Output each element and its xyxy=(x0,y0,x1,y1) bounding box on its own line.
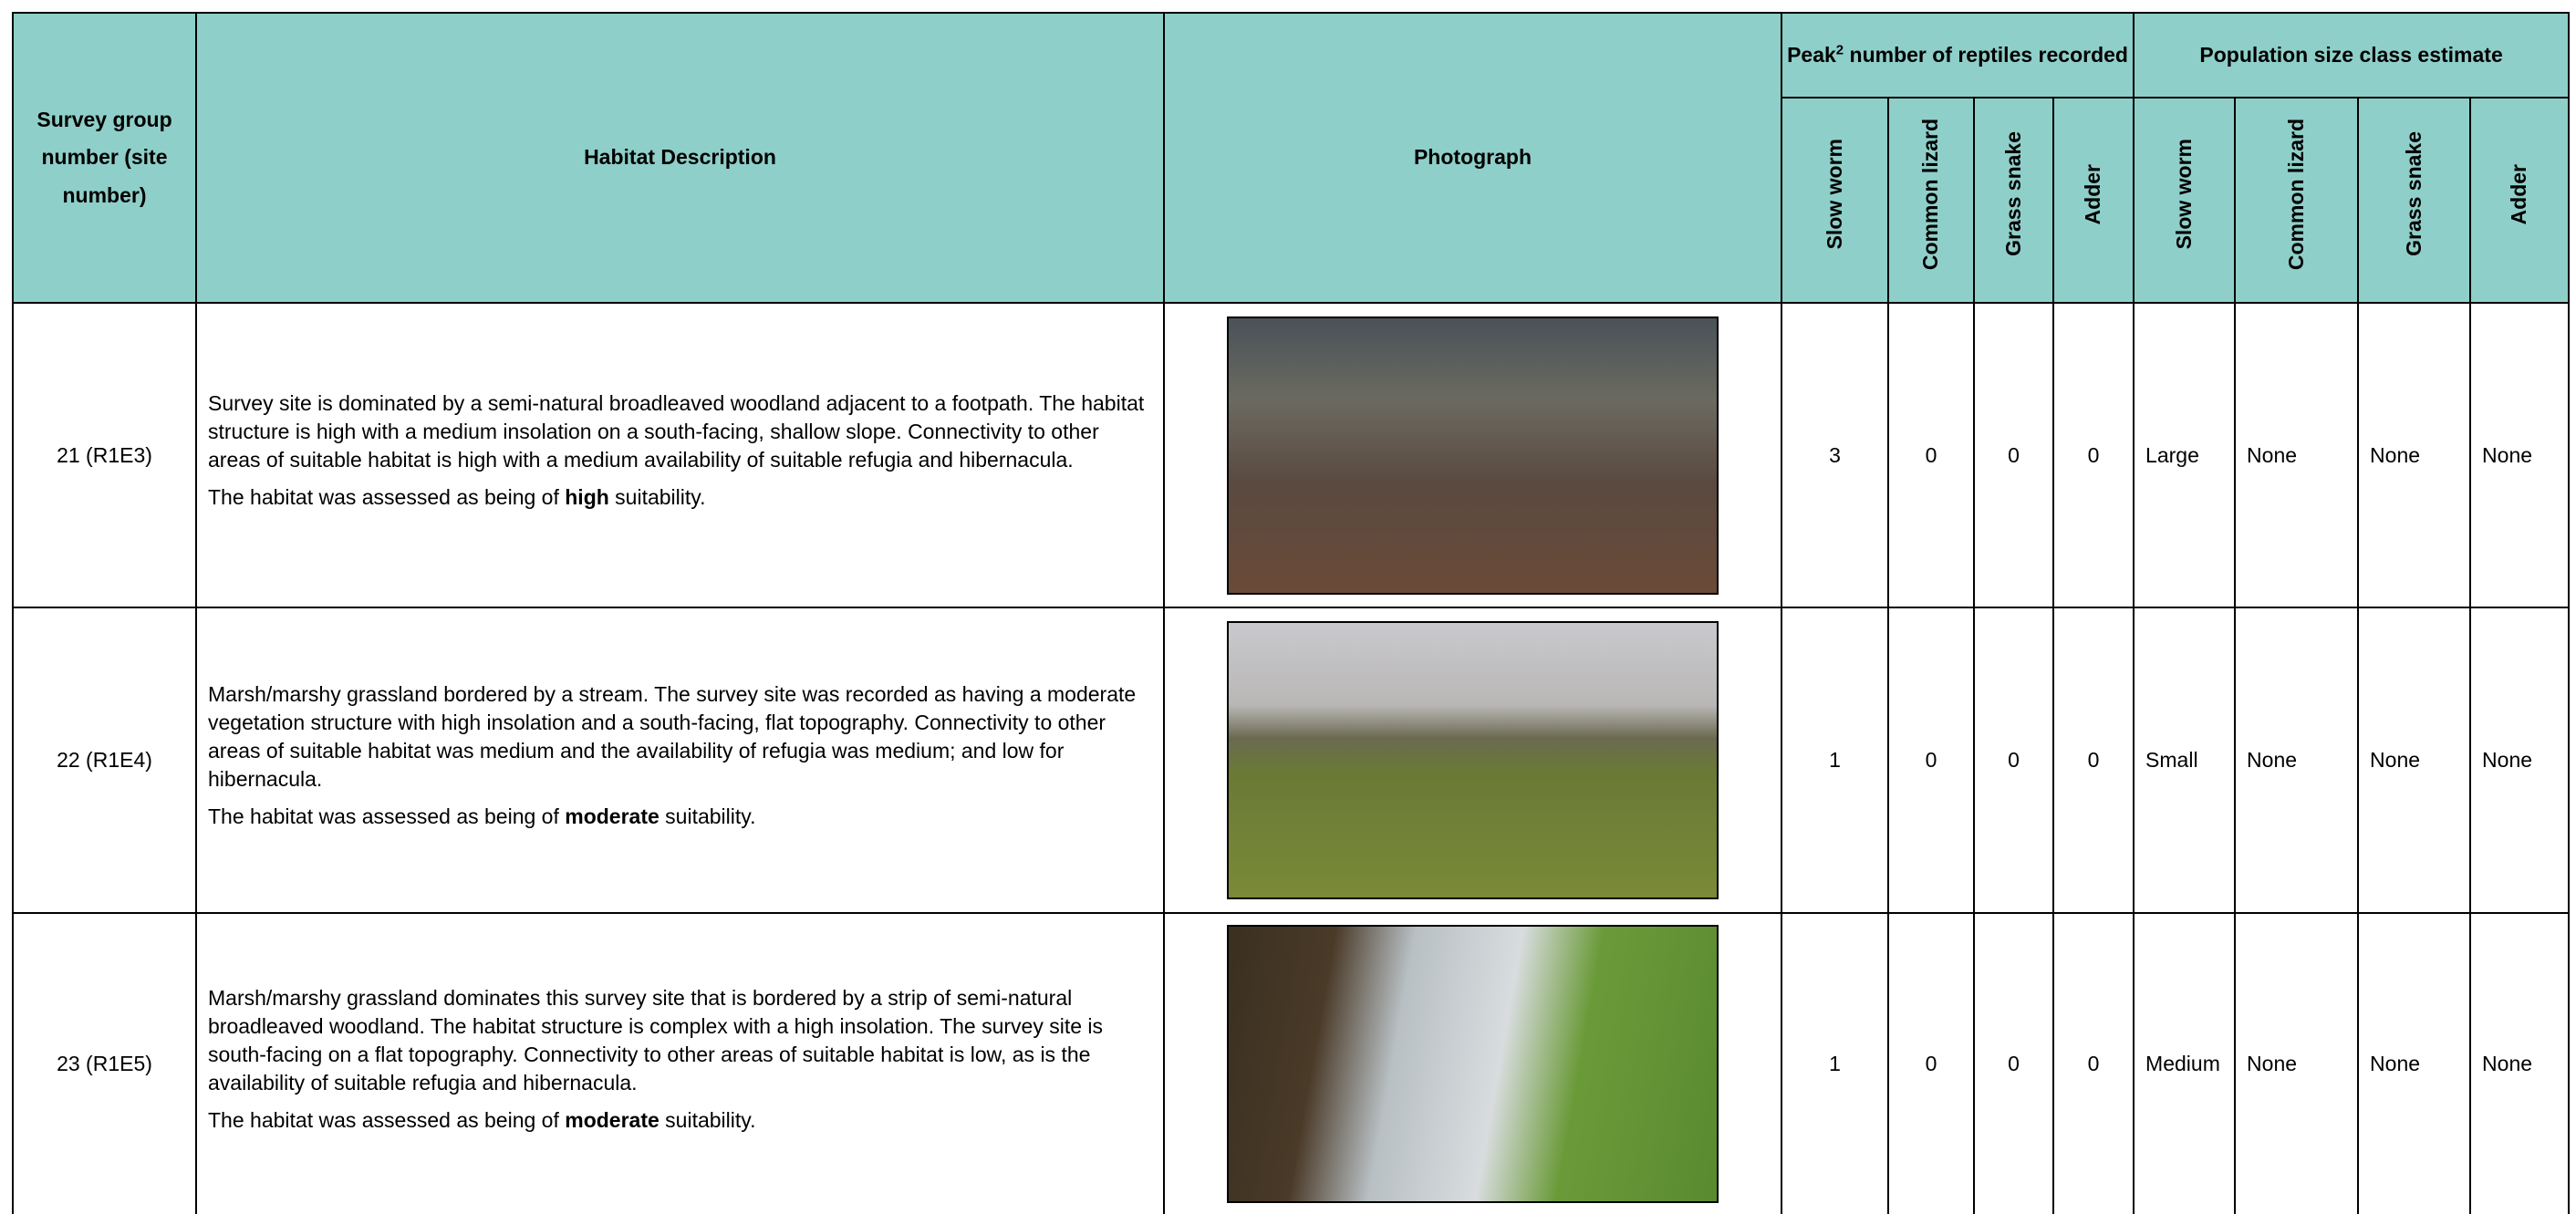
population-class: Large xyxy=(2133,302,2237,608)
header-cell: Adder xyxy=(2051,97,2135,304)
population-class: None xyxy=(2469,302,2571,608)
assessment-text: The habitat was assessed as being of xyxy=(208,804,566,829)
species-header: Adder xyxy=(2507,163,2531,225)
population-class: Small xyxy=(2133,607,2237,914)
peak-count: 0 xyxy=(1973,607,2054,914)
peak-count: 0 xyxy=(2051,912,2135,1214)
assessment-text: The habitat was assessed as being of xyxy=(208,485,566,510)
peak-count: 0 xyxy=(2051,607,2135,914)
header-cell: Adder xyxy=(2469,97,2571,304)
peak-count: 0 xyxy=(1973,302,2054,608)
description: Survey site is dominated by a semi-natur… xyxy=(208,390,1145,472)
species-header: Grass snake xyxy=(2000,131,2025,257)
species-header: Grass snake xyxy=(2401,131,2425,257)
table-row: 23 (R1E5) Marsh/marshy grassland dominate… xyxy=(12,912,2571,1214)
peak-count: 0 xyxy=(1973,912,2054,1214)
assessment-emphasis: high xyxy=(565,485,609,510)
population-class: Medium xyxy=(2133,912,2237,1214)
header-cell: Slow worm xyxy=(1781,97,1889,304)
header-cell: Population size class estimate xyxy=(2133,12,2571,99)
assessment: The habitat was assessed as being of mod… xyxy=(208,1106,1152,1135)
header-cell: Common lizard xyxy=(2234,97,2360,304)
population-class: None xyxy=(2234,302,2360,608)
population-class: None xyxy=(2234,912,2360,1214)
habitat-table: Survey group number (site number) Habita… xyxy=(12,12,2571,1214)
peak-count: 3 xyxy=(1781,302,1889,608)
table-row: 21 (R1E3) Survey site is dominated by a s… xyxy=(12,302,2571,608)
header-cell: Grass snake xyxy=(2357,97,2472,304)
population-class: None xyxy=(2357,302,2472,608)
species-header: Common lizard xyxy=(2283,118,2308,270)
photo xyxy=(1227,621,1719,899)
species-header: Slow worm xyxy=(1822,139,1846,250)
photo xyxy=(1227,925,1719,1203)
table-row: 22 (R1E4) Marsh/marshy grassland bordered… xyxy=(12,607,2571,914)
assessment-text: suitability. xyxy=(659,1108,756,1133)
header-cell: Common lizard xyxy=(1887,97,1975,304)
peak-count: 0 xyxy=(1887,607,1975,914)
photo xyxy=(1227,316,1719,595)
assessment-text: suitability. xyxy=(608,485,706,510)
population-class: None xyxy=(2357,607,2472,914)
site-cell: 21 (R1E3) xyxy=(12,302,197,608)
header-text: Peak xyxy=(1787,42,1836,67)
description-cell: Survey site is dominated by a semi-natur… xyxy=(195,302,1165,608)
header-cell: Peak2 number of reptiles recorded xyxy=(1780,12,2135,99)
species-header: Adder xyxy=(2081,163,2105,225)
species-header: Common lizard xyxy=(1918,118,1943,270)
population-class: None xyxy=(2357,912,2472,1214)
peak-count: 0 xyxy=(2051,302,2135,608)
description: Marsh/marshy grassland bordered by a str… xyxy=(208,681,1137,792)
header-cell: Survey group number (site number) xyxy=(12,12,197,304)
header-cell: Slow worm xyxy=(2133,97,2237,304)
peak-count: 0 xyxy=(1887,912,1975,1214)
header-cell: Photograph xyxy=(1163,12,1782,304)
assessment-text: suitability. xyxy=(659,804,756,829)
population-class: None xyxy=(2469,912,2571,1214)
header-cell: Habitat Description xyxy=(195,12,1165,304)
population-class: None xyxy=(2234,607,2360,914)
superscript: 2 xyxy=(1835,42,1844,58)
peak-count: 0 xyxy=(1887,302,1975,608)
header-cell: Grass snake xyxy=(1973,97,2054,304)
assessment: The habitat was assessed as being of mod… xyxy=(208,803,1152,831)
description-cell: Marsh/marshy grassland dominates this su… xyxy=(195,912,1165,1214)
assessment-emphasis: moderate xyxy=(565,1108,660,1133)
assessment-text: The habitat was assessed as being of xyxy=(208,1108,566,1133)
population-class: None xyxy=(2469,607,2571,914)
site-cell: 22 (R1E4) xyxy=(12,607,197,914)
site-cell: 23 (R1E5) xyxy=(12,912,197,1214)
species-header: Slow worm xyxy=(2171,139,2196,250)
photo-cell xyxy=(1163,607,1782,914)
peak-count: 1 xyxy=(1781,607,1889,914)
assessment-emphasis: moderate xyxy=(565,804,660,829)
peak-count: 1 xyxy=(1781,912,1889,1214)
description: Marsh/marshy grassland dominates this su… xyxy=(208,985,1104,1095)
photo-cell xyxy=(1163,912,1782,1214)
assessment: The habitat was assessed as being of hig… xyxy=(208,483,1152,512)
header-text: number of reptiles recorded xyxy=(1844,42,2128,67)
photo-cell xyxy=(1163,302,1782,608)
description-cell: Marsh/marshy grassland bordered by a str… xyxy=(195,607,1165,914)
